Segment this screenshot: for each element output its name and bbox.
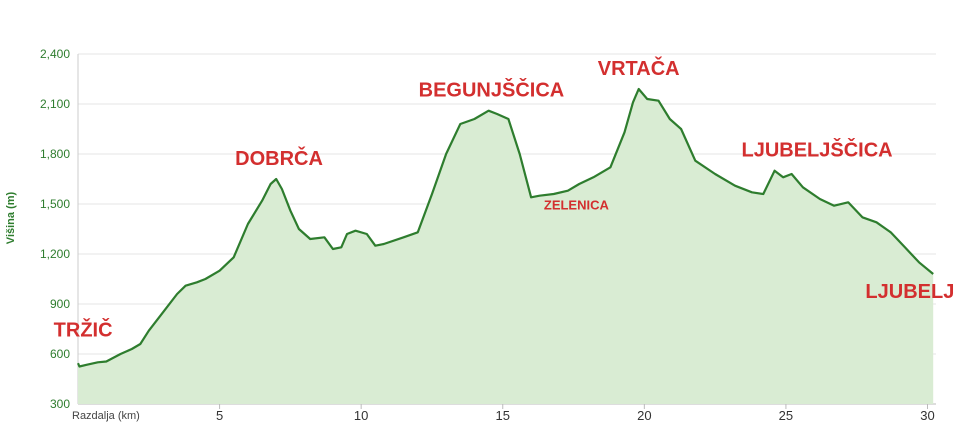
x-tick-label: 15 [496, 408, 510, 423]
y-tick-label: 1,500 [40, 197, 70, 211]
place-label: BEGUNJŠČICA [419, 78, 565, 102]
x-tick-label: 10 [354, 408, 368, 423]
y-tick-label: 2,100 [40, 97, 70, 111]
place-label: LJUBELJŠČICA [741, 138, 892, 162]
x-tick-label: 30 [920, 408, 934, 423]
place-label: VRTAČA [598, 56, 680, 80]
y-tick-label: 600 [50, 347, 70, 361]
place-label: TRŽIČ [54, 317, 113, 341]
x-axis-ticks: 5 10 15 20 25 30 [216, 404, 935, 423]
place-label: DOBRČA [235, 146, 323, 170]
y-tick-label: 1,200 [40, 247, 70, 261]
y-tick-label: 1,800 [40, 147, 70, 161]
place-label: LJUBELJ [865, 281, 954, 303]
y-tick-label: 900 [50, 297, 70, 311]
y-tick-label: 300 [50, 397, 70, 411]
x-tick-label: 20 [637, 408, 651, 423]
y-axis-label: Višina (m) [5, 191, 17, 244]
x-tick-label: 25 [779, 408, 793, 423]
x-axis-label: Razdalja (km) [72, 410, 140, 422]
elevation-area [76, 87, 934, 404]
y-tick-label: 2,400 [40, 47, 70, 61]
place-label: ZELENICA [544, 198, 610, 213]
elevation-line [76, 87, 934, 368]
elevation-fill [78, 89, 934, 404]
place-labels: TRŽIČ DOBRČA BEGUNJŠČICA ZELENICA VRTAČA LJUB… [54, 56, 955, 341]
x-tick-label: 5 [216, 408, 223, 423]
y-axis-ticks: 300 600 900 1,200 1,500 1,800 2,100 2,400 [40, 47, 70, 411]
